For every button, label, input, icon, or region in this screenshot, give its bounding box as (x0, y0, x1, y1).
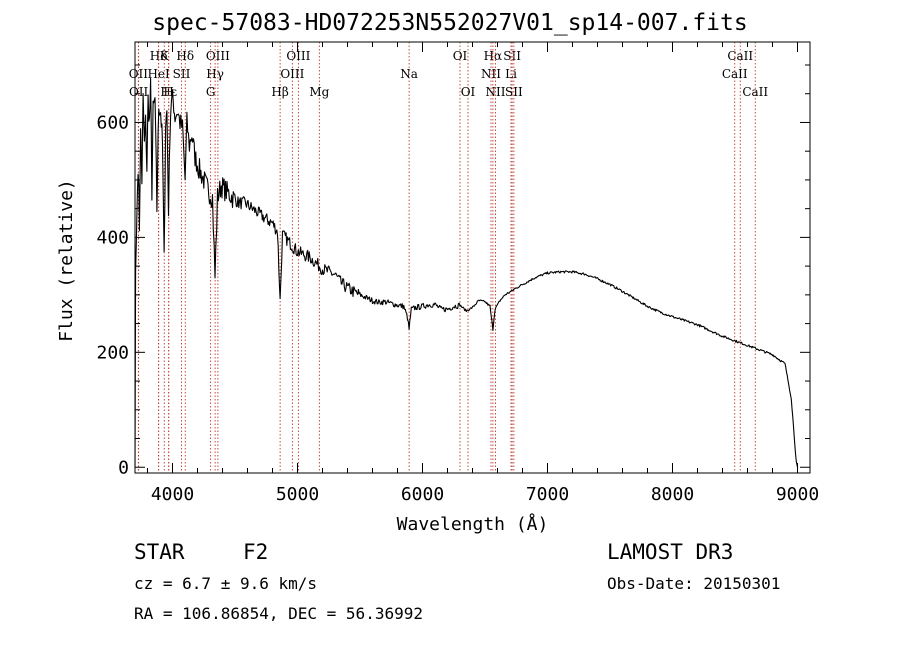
spectral-line-label: Na (400, 67, 418, 81)
spectral-line-label: Li (505, 67, 517, 81)
x-tick-label: 8000 (651, 484, 694, 505)
spectral-line-label: SII (503, 49, 521, 63)
spectrum-line (134, 77, 799, 468)
redshift-text: cz = 6.7 ± 9.6 km/s (134, 574, 318, 593)
spectral-line-label: OI (453, 49, 468, 63)
spectral-line-label: NII (486, 85, 506, 99)
spectral-line-label: H (163, 85, 173, 99)
spectral-line-label: CaII (722, 67, 748, 81)
spectral-line-label: K (160, 49, 170, 63)
spectral-line-label: Mg (309, 85, 329, 99)
spectral-line-label: CaII (727, 49, 753, 63)
spectral-line-label: Hδ (176, 49, 194, 63)
x-axis: 4000 5000 6000 7000 8000 9000 (147, 42, 819, 505)
x-tick-label: 4000 (151, 484, 194, 505)
spectral-line-label: OII (129, 85, 149, 99)
spectral-line-label: Hβ (271, 85, 288, 99)
spectral-line-label: OIII (206, 49, 230, 63)
spectral-line-label: NII (481, 67, 501, 81)
spectral-line-label: SII (505, 85, 523, 99)
spectral-line-label: OI (461, 85, 476, 99)
spectral-line-label: OIII (280, 67, 304, 81)
x-tick-label: 5000 (276, 484, 319, 505)
x-axis-label: Wavelength (Å) (397, 513, 549, 535)
spectral-line-label: OIII (286, 49, 310, 63)
y-axis: 0 200 400 600 (96, 64, 810, 478)
x-tick-label: 7000 (526, 484, 569, 505)
x-tick-label: 9000 (776, 484, 819, 505)
spectral-line-label: G (206, 85, 216, 99)
spectral-subclass: F2 (243, 540, 269, 564)
x-tick-label: 6000 (401, 484, 444, 505)
y-tick-label: 0 (118, 457, 129, 478)
y-tick-label: 200 (96, 342, 129, 363)
survey-name: LAMOST DR3 (607, 540, 734, 564)
plot-frame (134, 41, 811, 474)
spectral-line-label: Hγ (206, 67, 224, 81)
coordinates: RA = 106.86854, DEC = 56.36992 (134, 604, 423, 623)
y-axis-label: Flux (relative) (56, 179, 77, 342)
spectral-line-label: Hα (484, 49, 503, 63)
spectral-line-label: SII (173, 67, 191, 81)
object-type: STAR (134, 540, 185, 564)
y-tick-label: 400 (96, 227, 129, 248)
spectral-line-label: CaII (742, 85, 768, 99)
chart-title: spec-57083-HD072253N552027V01_sp14-007.f… (152, 10, 748, 36)
y-tick-label: 600 (96, 112, 129, 133)
obs-date: Obs-Date: 20150301 (607, 574, 781, 593)
